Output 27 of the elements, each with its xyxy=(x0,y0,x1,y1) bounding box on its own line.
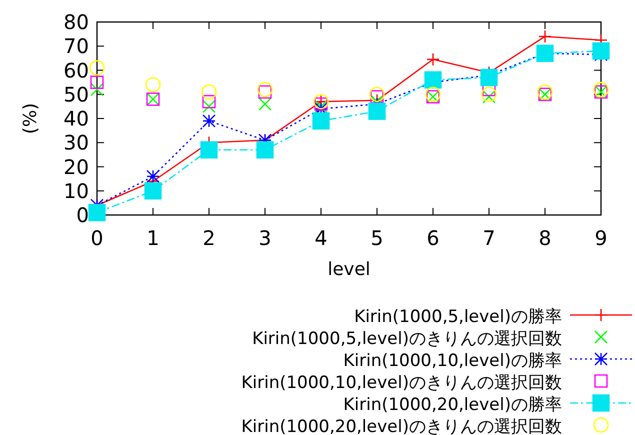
legend-label: Kirin(1000,10,level)のきりんの選択回数 xyxy=(241,373,562,393)
y-tick-label: 60 xyxy=(64,58,89,82)
x-tick-label: 0 xyxy=(90,226,104,250)
y-tick-label: 40 xyxy=(64,106,89,130)
x-tick-label: 4 xyxy=(314,226,328,250)
y-tick-label: 80 xyxy=(64,10,89,34)
y-tick-label: 0 xyxy=(76,203,89,227)
x-tick-label: 5 xyxy=(370,226,384,250)
y-tick-label: 10 xyxy=(64,178,89,203)
legend-label: Kirin(1000,5,level)の勝率 xyxy=(354,307,562,327)
y-axis-title: (%) xyxy=(20,102,41,134)
legend-label: Kirin(1000,20,level)のきりんの選択回数 xyxy=(241,417,562,435)
x-tick-label: 3 xyxy=(258,226,272,250)
y-tick-label: 70 xyxy=(64,34,89,58)
legend-label: Kirin(1000,5,level)のきりんの選択回数 xyxy=(252,329,562,349)
x-axis-title: level xyxy=(328,259,370,280)
legend-label: Kirin(1000,20,level)の勝率 xyxy=(343,395,562,415)
x-tick-label: 9 xyxy=(594,226,608,250)
y-tick-label: 20 xyxy=(64,154,89,179)
x-tick-label: 8 xyxy=(538,226,552,250)
legend-label: Kirin(1000,10,level)の勝率 xyxy=(343,351,562,371)
y-tick-label: 50 xyxy=(64,82,89,106)
y-tick-label: 30 xyxy=(64,130,89,155)
x-tick-label: 2 xyxy=(202,226,216,250)
x-tick-label: 6 xyxy=(426,226,440,250)
x-tick-label: 1 xyxy=(146,226,160,250)
x-tick-label: 7 xyxy=(482,226,496,250)
